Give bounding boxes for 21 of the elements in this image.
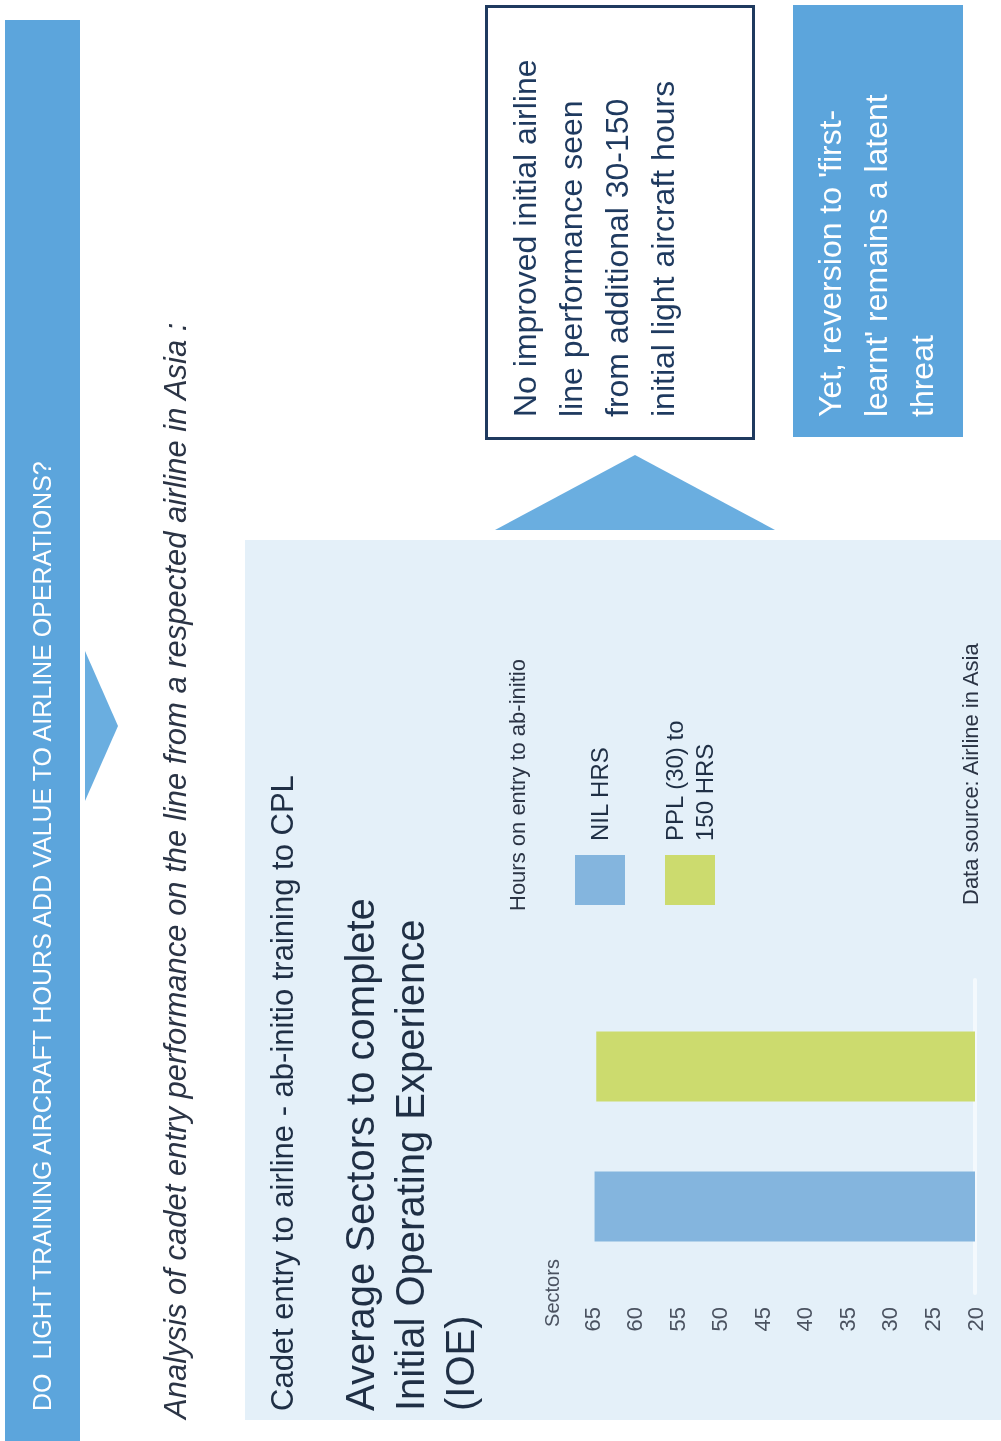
x-tick-label: 25 — [919, 1307, 945, 1332]
text: Average Sectors to complete Initial Operating Experience (IOE) — [337, 897, 483, 1411]
x-tick-label: 20 — [962, 1307, 988, 1332]
x-tick-label: 40 — [792, 1307, 818, 1332]
x-tick-label: 35 — [834, 1307, 860, 1332]
y-axis-title: Sectors — [541, 1259, 563, 1327]
x-tick-label: 50 — [707, 1307, 733, 1332]
x-tick-label: 60 — [622, 1307, 648, 1332]
text: Analysis of cadet entry performance on the line from a respected airline in Asia : — [158, 322, 194, 1419]
text: PPL (30) to 150 HRS — [660, 719, 719, 841]
text: Yet, reversion to 'first-learnt' remains a latent threat — [793, 5, 963, 437]
text: NIL HRS — [585, 746, 614, 841]
legend-title: Hours on entry to ab-initio — [505, 659, 531, 911]
text: DO LIGHT TRAINING AIRCRAFT HOURS ADD VALUE TO AIRLINE OPERATIONS? — [5, 20, 80, 1441]
x-tick-label: 55 — [664, 1307, 690, 1332]
source-note: Data source: Airline in Asia — [957, 642, 983, 905]
x-tick-label: 65 — [579, 1307, 605, 1332]
text: No improved initial airline line performance seen from additional 30-150 initial light aircraft hours — [485, 5, 755, 440]
x-tick-label: 30 — [877, 1307, 903, 1332]
text: Cadet entry to airline - ab-initio training to CPL — [265, 775, 301, 1411]
x-tick-label: 45 — [749, 1307, 775, 1332]
